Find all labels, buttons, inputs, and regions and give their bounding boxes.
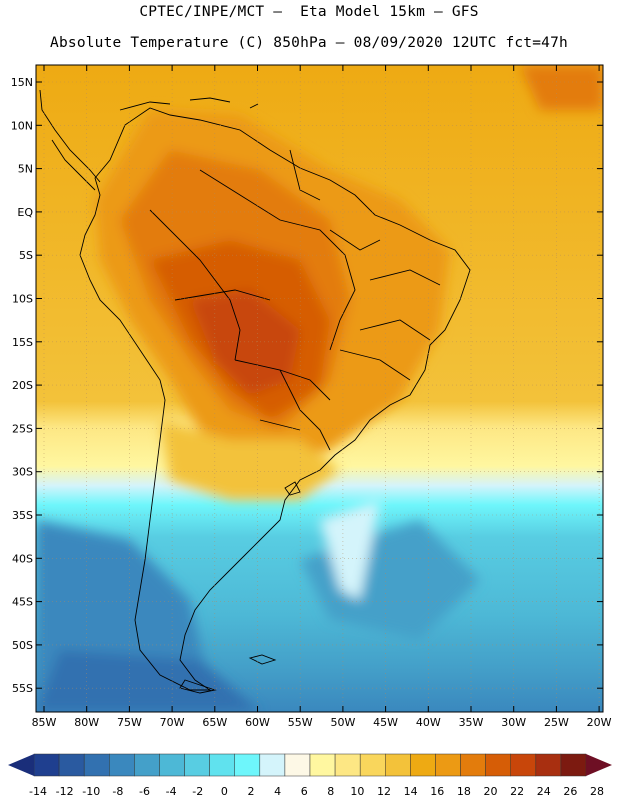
lon-label: 80W — [74, 716, 99, 729]
colorbar-swatch — [410, 753, 436, 777]
colorbar-tick-label: 22 — [510, 785, 524, 798]
lat-label: 25S — [12, 422, 33, 435]
lon-label: 40W — [416, 716, 441, 729]
title-line-2: Absolute Temperature (C) 850hPa – 08/09/… — [50, 35, 568, 51]
colorbar-swatch — [385, 753, 411, 777]
colorbar-swatch — [259, 753, 286, 777]
colorbar-tick-label: 20 — [484, 785, 498, 798]
colorbar-swatch — [58, 753, 85, 777]
lat-label: 45S — [12, 596, 33, 609]
colorbar-tick-label: -10 — [82, 785, 100, 798]
colorbar-swatch — [359, 753, 386, 777]
lat-label: 15S — [12, 336, 33, 349]
colorbar-tick-label: -6 — [139, 785, 150, 798]
lon-label: 85W — [32, 716, 57, 729]
lon-label: 55W — [288, 716, 313, 729]
colorbar-tick-label: -2 — [192, 785, 203, 798]
longitude-labels: 85W 80W 75W 70W 65W 60W 55W 50W 45W 40W 35W 30W 25W 2… — [32, 716, 612, 729]
lon-label: 70W — [160, 716, 185, 729]
title-line-1: CPTEC/INPE/MCT – Eta Model 15km – GFS — [139, 4, 479, 20]
colorbar-swatch — [134, 753, 160, 777]
colorbar-tick-label: 26 — [563, 785, 577, 798]
lon-label: 20W — [587, 716, 612, 729]
lat-label: 35S — [12, 509, 33, 522]
lon-label: 60W — [245, 716, 270, 729]
colorbar-swatch — [209, 753, 235, 777]
colorbar-tick-label: 16 — [430, 785, 444, 798]
colorbar-swatch — [284, 753, 311, 777]
colorbar-swatch — [485, 753, 511, 777]
colorbar-tick-label: 6 — [301, 785, 308, 798]
colorbar-tick-label: 28 — [590, 785, 604, 798]
colorbar-swatch — [159, 753, 185, 777]
colorbar-swatch — [309, 753, 336, 777]
lat-label: 5N — [18, 163, 33, 176]
lon-label: 45W — [373, 716, 398, 729]
colorbar-swatch — [33, 753, 60, 777]
colorbar-swatch — [234, 753, 261, 777]
colorbar-tick-label: 12 — [377, 785, 391, 798]
colorbar-tick-label: -14 — [29, 785, 47, 798]
colorbar-swatch — [535, 753, 562, 777]
lat-label: EQ — [17, 206, 33, 219]
lat-label: 20S — [12, 379, 33, 392]
colorbar-tick-label: 0 — [221, 785, 228, 798]
lat-label: 40S — [12, 552, 33, 565]
lat-label: 15N — [11, 76, 33, 89]
colorbar-tick-label: 2 — [247, 785, 254, 798]
colorbar-tick-label: 8 — [327, 785, 334, 798]
lat-label: 10S — [12, 293, 33, 306]
colorbar-tick-label: -8 — [112, 785, 123, 798]
lat-label: 5S — [19, 249, 33, 262]
lon-label: 65W — [202, 716, 227, 729]
lat-label: 10N — [11, 119, 33, 132]
colorbar-swatch — [435, 753, 461, 777]
colorbar-tick-label: 18 — [457, 785, 471, 798]
lat-label: 55S — [12, 682, 33, 695]
colorbar-swatch — [83, 753, 110, 777]
lon-label: 50W — [330, 716, 355, 729]
colorbar-low-arrow — [8, 754, 34, 776]
colorbar-tick-label: 24 — [537, 785, 551, 798]
lon-label: 35W — [459, 716, 484, 729]
colorbar-swatch — [109, 753, 135, 777]
colorbar-swatch — [510, 753, 537, 777]
colorbar-high-arrow — [586, 754, 612, 776]
lon-label: 75W — [117, 716, 142, 729]
colorbar-tick-label: -12 — [56, 785, 74, 798]
colorbar-tick-label: 14 — [404, 785, 418, 798]
colorbar-swatch — [460, 753, 486, 777]
colorbar-tick-label: -4 — [166, 785, 177, 798]
lat-label: 30S — [12, 466, 33, 479]
lon-label: 30W — [501, 716, 526, 729]
lat-label: 50S — [12, 639, 33, 652]
colorbar-tick-label: 4 — [274, 785, 281, 798]
colorbar-tick-label: 10 — [350, 785, 364, 798]
colorbar-swatch — [184, 753, 210, 777]
lon-label: 25W — [544, 716, 569, 729]
colorbar-swatch — [334, 753, 361, 777]
latitude-labels: 15N 10N 5N EQ 5S 10S 15S 20S 25S 30S 35S 40S 45S 50S 5… — [11, 76, 34, 695]
colorbar-swatch — [560, 753, 587, 777]
